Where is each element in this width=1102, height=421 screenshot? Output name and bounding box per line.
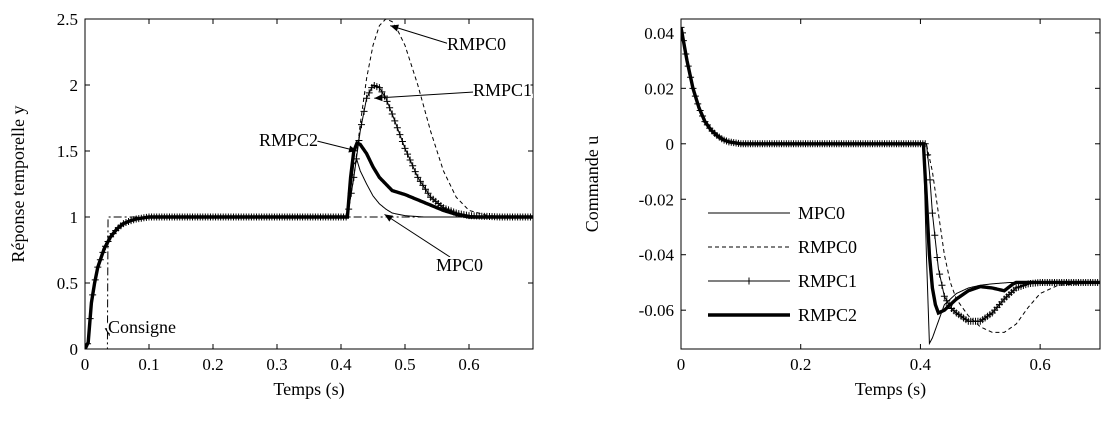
x-tick-label: 0.5 [394, 355, 415, 374]
legend-entry-label: RMPC1 [798, 271, 857, 291]
x-tick-label: 0.3 [266, 355, 287, 374]
plot-area [681, 23, 1100, 346]
series-line-rmpc2 [681, 27, 1100, 316]
series-marker [375, 84, 383, 92]
y-axis-label: Réponse temporelle y [8, 106, 28, 263]
plot-area [85, 19, 533, 349]
x-tick-label: 0 [677, 355, 686, 374]
series-marker [401, 144, 409, 152]
series-marker [933, 253, 941, 261]
y-tick-label: 1 [70, 208, 79, 227]
annotation-arrow-line [384, 213, 451, 258]
y-tick-label: 1.5 [57, 142, 78, 161]
series-marker [938, 281, 946, 289]
series-line-rmpc0 [681, 27, 1100, 333]
annotation-arrow-line [390, 25, 457, 47]
series-marker [940, 292, 948, 300]
annotation-arrow-head [390, 24, 399, 32]
series-line-rmpc0 [85, 19, 533, 349]
series-line-mpc0 [681, 27, 1100, 346]
x-tick-label: 0.2 [202, 355, 223, 374]
annotation-label: Consigne [108, 317, 176, 337]
annotation-label: RMPC1 [473, 80, 532, 100]
y-axis-label: Commande u [582, 136, 602, 233]
series-marker [398, 137, 406, 145]
axes-frame [680, 18, 1101, 350]
series-line-rmpc2 [85, 140, 533, 349]
y-tick-label: 0.5 [57, 274, 78, 293]
x-axis-label: Temps (s) [855, 379, 926, 400]
series-marker [406, 156, 414, 164]
annotation-label: RMPC0 [447, 34, 506, 54]
y-tick-label: 2.5 [57, 10, 78, 29]
y-tick-label: -0.02 [639, 190, 674, 209]
y-tick-label: 2 [70, 76, 79, 95]
series-marker [360, 107, 368, 115]
x-tick-label: 0.6 [458, 355, 479, 374]
legend-entry-label: RMPC0 [798, 237, 857, 257]
y-tick-label: 0 [666, 135, 675, 154]
y-tick-label: 0.02 [644, 79, 674, 98]
series-markers-rmpc1 [681, 23, 1100, 325]
series-marker [424, 189, 432, 197]
series-marker [378, 88, 386, 96]
series-marker [943, 297, 951, 305]
x-axis-label: Temps (s) [273, 379, 344, 400]
legend-entry-label: MPC0 [798, 203, 845, 223]
series-marker [363, 94, 371, 102]
axes-frame [84, 18, 534, 350]
chart-response: 0 0.1 0.2 0.3 0.4 0.5 0.6 0 0.5 1 1.5 2 2.5 Temps (s)… [8, 10, 534, 400]
legend-swatch-marker [745, 277, 753, 285]
annotation-arrow-head [384, 214, 394, 222]
series-marker [388, 110, 396, 118]
series-marker [381, 92, 389, 100]
series-marker [681, 23, 685, 31]
x-tick-label: 0.6 [1030, 355, 1051, 374]
legend: MPC0 RMPC0 RMPC1 RMPC2 [708, 203, 857, 325]
y-tick-label: 0.04 [644, 24, 674, 43]
series-marker [383, 97, 391, 105]
annotation-arrow-head [348, 145, 357, 153]
series-marker [926, 176, 934, 184]
chart-command: 0 0.2 0.4 0.6 -0.06 -0.04 -0.02 0 0.02 0.04 Temps … [582, 18, 1101, 400]
x-tick-label: 0.2 [790, 355, 811, 374]
series-marker [357, 121, 365, 129]
y-tick-label: 0 [70, 340, 79, 359]
x-tick-label: 0.4 [330, 355, 352, 374]
series-marker [928, 209, 936, 217]
annotation-arrow-head [104, 327, 112, 336]
x-tick-label: 0.1 [138, 355, 159, 374]
series-marker [404, 150, 412, 158]
series-marker [391, 117, 399, 125]
annotation-arrow-head [374, 94, 383, 102]
x-tick-label: 0.4 [910, 355, 932, 374]
y-tick-label: -0.04 [639, 246, 675, 265]
series-marker [421, 185, 429, 193]
legend-entry-label: RMPC2 [798, 305, 857, 325]
x-tick-label: 0 [81, 355, 90, 374]
series-marker [936, 270, 944, 278]
series-marker [393, 124, 401, 132]
series-marker [396, 131, 404, 139]
series-marker [365, 89, 373, 97]
series-marker [414, 173, 422, 181]
series-marker [411, 168, 419, 176]
series-line-rmpc1 [681, 27, 1100, 322]
annotation-label: RMPC2 [259, 130, 318, 150]
annotation-arrow-line [374, 91, 475, 99]
series-marker [409, 162, 417, 170]
series-marker [416, 177, 424, 185]
series-marker [386, 104, 394, 112]
annotation-label: MPC0 [436, 255, 483, 275]
series-marker [419, 181, 427, 189]
series-marker [931, 231, 939, 239]
y-tick-label: -0.06 [639, 301, 674, 320]
